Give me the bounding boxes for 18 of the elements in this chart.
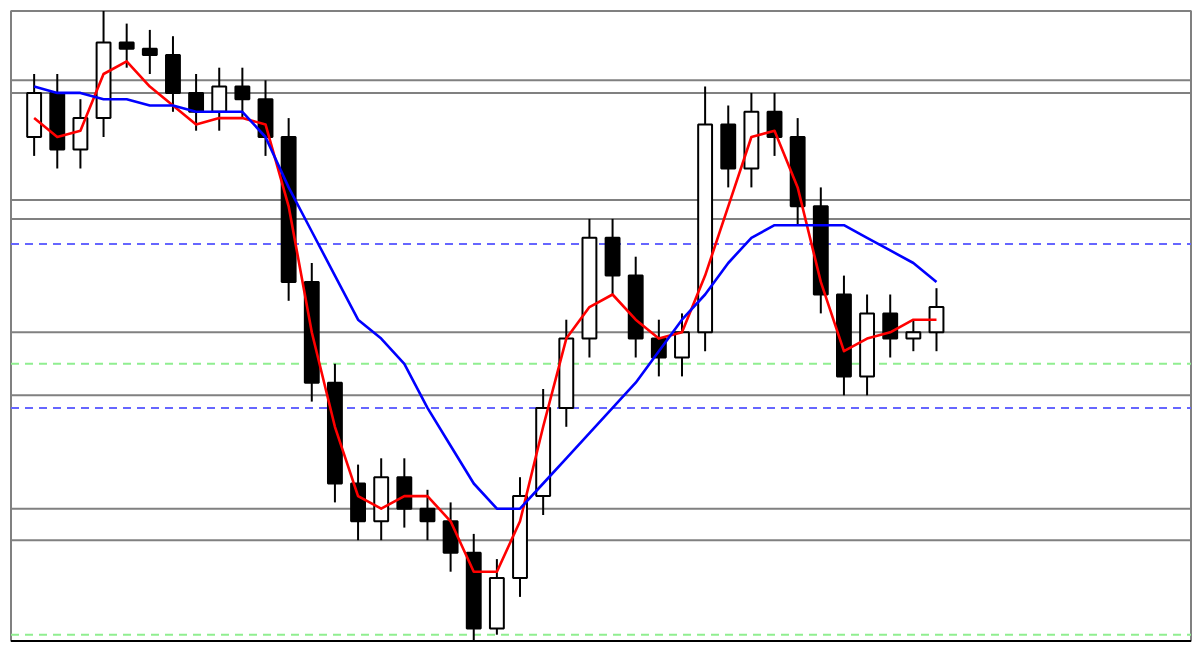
candlestick — [188, 73, 205, 132]
candlestick — [118, 22, 135, 69]
candlestick — [882, 293, 899, 359]
candlestick — [419, 488, 436, 542]
candlestick — [674, 312, 690, 378]
candlestick — [720, 104, 737, 189]
candlestick — [396, 457, 413, 529]
candlestick — [141, 28, 158, 75]
candlestick — [165, 35, 181, 113]
candlestick — [26, 73, 43, 157]
candlestick — [211, 66, 228, 132]
candlestick — [905, 318, 922, 353]
candlestick — [928, 287, 945, 353]
candlestick — [442, 501, 459, 573]
candlestick — [234, 66, 251, 120]
candlestick — [72, 98, 89, 170]
candlestick — [604, 217, 621, 296]
candlestick — [373, 457, 390, 542]
